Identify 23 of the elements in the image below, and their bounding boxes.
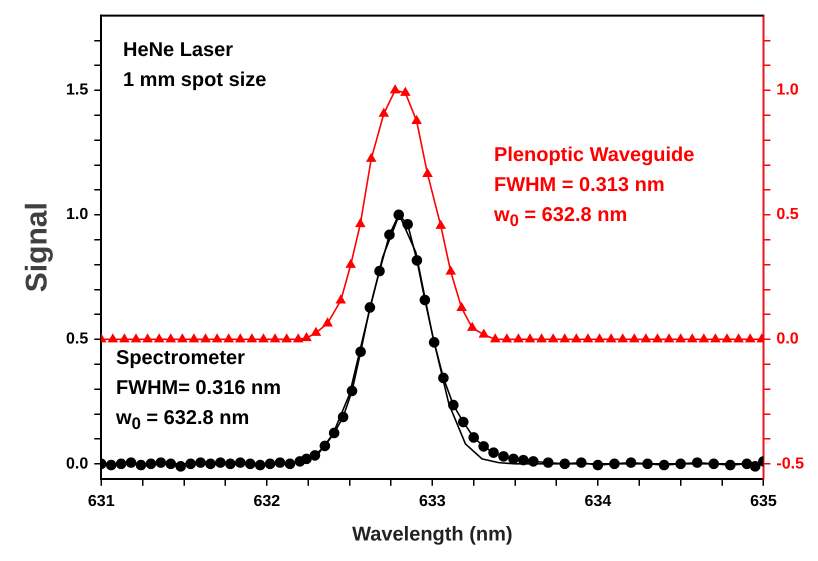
- y-tick-label: 0.5: [66, 330, 88, 348]
- y-axis-title: Signal: [20, 202, 54, 292]
- text: Plenoptic Waveguide: [494, 143, 694, 168]
- y-tick-label: 0.0: [66, 455, 88, 472]
- annotation: FWHM= 0.316 nm: [116, 376, 282, 401]
- x-tick-label: 632: [253, 492, 280, 510]
- y2-tick-label: -0.5: [776, 455, 804, 472]
- x-axis-title: Wavelength (nm): [352, 524, 513, 546]
- annotation: w$_{0}$ = 632.8 nm: [116, 406, 250, 435]
- x-tick-label: 631: [88, 492, 115, 510]
- y-tick-label: 1.5: [66, 82, 88, 99]
- y2-tick-label: 0.0: [776, 330, 799, 348]
- x-tick-label: 635: [750, 492, 777, 510]
- y2-tick-label: 1.0: [776, 82, 799, 99]
- annotation: w$_{0}$ = 632.8 nm: [494, 203, 628, 232]
- annotation: 1 mm spot size: [123, 68, 266, 93]
- y-tick-label: 1.0: [66, 206, 88, 224]
- annotation: FWHM = 0.313 nm: [494, 173, 666, 198]
- annotation: HeNe Laser: [123, 38, 234, 63]
- x-tick-label: 633: [418, 492, 446, 510]
- text: Spectrometer: [116, 346, 246, 371]
- x-tick-label: 634: [584, 492, 612, 510]
- y2-tick-label: 0.5: [776, 206, 799, 224]
